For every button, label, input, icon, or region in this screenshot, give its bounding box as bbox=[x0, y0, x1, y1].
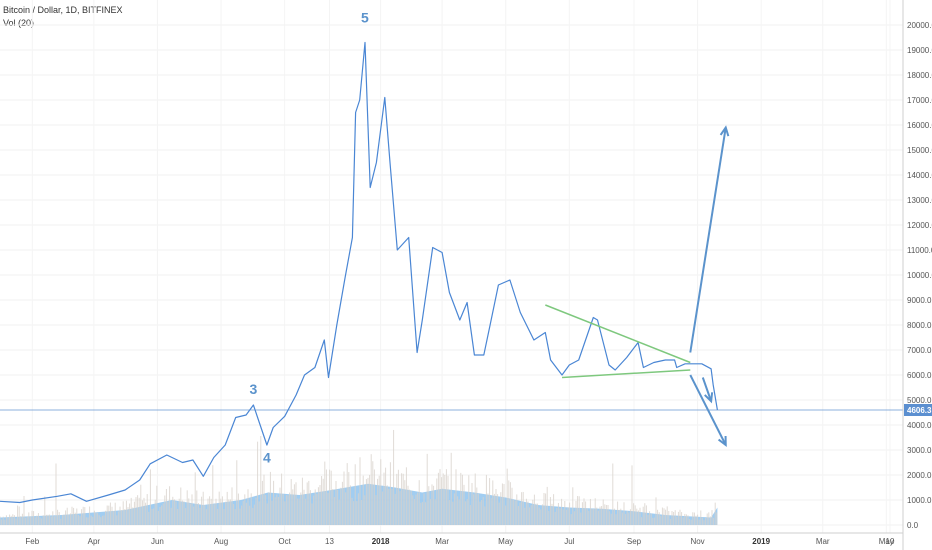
price-line bbox=[0, 41, 718, 504]
price-axis: 20000.0 19000.0 18000.0 17000.0 16000.0 15000… bbox=[902, 0, 932, 550]
price-tick-label: 4000.0 bbox=[907, 421, 932, 430]
price-tick-label: 19000.0 bbox=[907, 46, 932, 55]
price-tick-label: 1000.0 bbox=[907, 496, 932, 505]
price-tick-label: 6000.0 bbox=[907, 371, 932, 380]
time-tick-label: 2018 bbox=[372, 537, 390, 546]
price-tick-label: 10000.0 bbox=[907, 271, 932, 280]
price-tick-label: 0.0 bbox=[907, 521, 919, 530]
price-tick-label: 14000.0 bbox=[907, 171, 932, 180]
price-tick-label: 16000.0 bbox=[907, 121, 932, 130]
time-tick-label: Feb bbox=[25, 537, 39, 546]
projection-arrow bbox=[689, 374, 727, 446]
price-tick-label: 12000.0 bbox=[907, 221, 932, 230]
price-tick-label: 13000.0 bbox=[907, 196, 932, 205]
time-tick-label: Oct bbox=[278, 537, 291, 546]
price-tick-label: 20000.0 bbox=[907, 21, 932, 30]
time-tick-label: 10 bbox=[886, 537, 895, 546]
time-tick-label: Jun bbox=[151, 537, 164, 546]
price-tick-label: 17000.0 bbox=[907, 96, 932, 105]
trendline bbox=[545, 304, 691, 364]
price-tick-label: 7000.0 bbox=[907, 346, 932, 355]
time-tick-label: 2019 bbox=[752, 537, 770, 546]
chart-grid bbox=[0, 0, 903, 533]
wave-label: 4 bbox=[263, 450, 271, 466]
time-tick-label: Apr bbox=[88, 537, 101, 546]
time-tick-label: May bbox=[498, 537, 513, 546]
time-tick-label: Nov bbox=[690, 537, 704, 546]
time-tick-label: Aug bbox=[214, 537, 228, 546]
time-tick-label: Sep bbox=[627, 537, 642, 546]
projection-arrow bbox=[701, 377, 713, 402]
symbol-title: Bitcoin / Dollar, 1D, BITFINEX bbox=[3, 5, 123, 15]
price-tick-label: 15000.0 bbox=[907, 146, 932, 155]
chart-drawings: 5 3 4 bbox=[0, 10, 903, 504]
time-tick-label: 13 bbox=[325, 537, 334, 546]
price-tick-label: 5000.0 bbox=[907, 396, 932, 405]
price-tick-label: 9000.0 bbox=[907, 296, 932, 305]
time-axis: Feb Apr Jun Aug Oct 13 2018 Mar May Jul Sep Nov 2019… bbox=[0, 532, 903, 546]
current-price-label: 4606.3 bbox=[907, 406, 932, 415]
time-tick-label: May bbox=[879, 537, 894, 546]
time-tick-label: Mar bbox=[816, 537, 830, 546]
price-tick-label: 8000.0 bbox=[907, 321, 932, 330]
arrow-head bbox=[719, 125, 730, 137]
projection-arrow bbox=[689, 127, 727, 353]
trendline bbox=[561, 369, 691, 379]
wave-label: 3 bbox=[249, 381, 257, 397]
price-tick-label: 11000.0 bbox=[907, 246, 932, 255]
price-tick-label: 18000.0 bbox=[907, 71, 932, 80]
time-tick-label: Jul bbox=[564, 537, 574, 546]
arrow-head bbox=[704, 392, 714, 404]
volume-indicator-label: Vol (20) bbox=[3, 18, 35, 28]
wave-label: 5 bbox=[361, 10, 369, 26]
price-tick-label: 3000.0 bbox=[907, 446, 932, 455]
price-tick-label: 2000.0 bbox=[907, 471, 932, 480]
time-tick-label: Mar bbox=[435, 537, 449, 546]
volume-histogram bbox=[0, 429, 718, 525]
arrow-head bbox=[717, 435, 727, 448]
current-price-box bbox=[904, 404, 932, 416]
